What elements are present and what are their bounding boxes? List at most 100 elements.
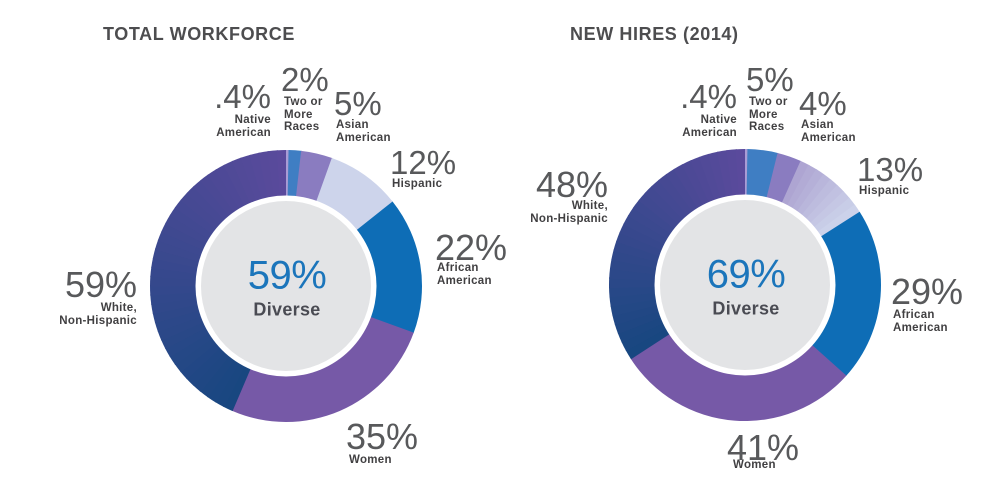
segment-white-non-hispanic	[644, 185, 684, 225]
segment-two-or-more-races	[746, 149, 779, 198]
segment-white-non-hispanic	[214, 362, 246, 408]
inner-circle	[660, 200, 830, 370]
segment-white-non-hispanic	[658, 173, 694, 216]
segment-hispanic	[781, 160, 810, 206]
label-hispanic: Hispanic	[392, 178, 443, 190]
segment-white-non-hispanic	[222, 365, 251, 412]
label-african-american-pct: 22%	[435, 227, 508, 268]
label-hispanic: Hispanic	[859, 185, 910, 197]
segment-white-non-hispanic	[258, 151, 275, 198]
segment-white-non-hispanic	[192, 351, 230, 392]
label-white-non-hispanic-pct: 59%	[64, 264, 137, 305]
segment-white-non-hispanic	[149, 285, 197, 296]
center-label: Diverse	[712, 298, 780, 319]
segment-white-non-hispanic	[632, 199, 676, 235]
segment-white-non-hispanic	[180, 342, 221, 380]
segment-white-non-hispanic	[223, 160, 251, 207]
label-african-american: African American	[437, 262, 492, 287]
segment-white-non-hispanic	[612, 304, 660, 326]
segment-asian-american	[296, 150, 333, 202]
segment-hispanic	[796, 173, 832, 216]
segment-white-non-hispanic	[619, 223, 665, 251]
label-women-pct: 41%	[727, 427, 800, 468]
label-native-american-pct: .4%	[214, 78, 271, 115]
chart-title-new-hires: NEW HIRES (2014)	[570, 24, 739, 44]
label-white-non-hispanic: White, Non-Hispanic	[530, 200, 608, 225]
segment-white-non-hispanic	[152, 248, 200, 268]
segment-white-non-hispanic	[735, 149, 745, 196]
inner-circle	[201, 201, 371, 371]
label-white-non-hispanic: White, Non-Hispanic	[59, 302, 137, 327]
segment-white-non-hispanic	[609, 258, 657, 275]
center-label: Diverse	[253, 299, 321, 320]
donut-center-total-workforce: 59% Diverse	[248, 256, 327, 321]
segment-white-non-hispanic	[665, 168, 699, 212]
segment-white-non-hispanic	[186, 185, 226, 225]
segment-white-non-hispanic	[207, 359, 240, 403]
segment-white-non-hispanic	[249, 152, 269, 200]
segment-hispanic	[805, 184, 845, 224]
label-women: Women	[733, 459, 776, 471]
segment-white-non-hispanic	[621, 322, 667, 352]
label-two-or-more-pct: 5%	[746, 61, 794, 98]
segment-white-non-hispanic	[215, 164, 246, 210]
segment-white-non-hispanic	[186, 347, 225, 386]
segment-white-non-hispanic	[160, 321, 207, 350]
segment-white-non-hispanic	[169, 332, 213, 365]
segment-white-non-hispanic	[625, 327, 670, 360]
segment-white-non-hispanic	[154, 239, 202, 262]
segment-hispanic	[810, 191, 851, 228]
segment-white-non-hispanic	[199, 355, 235, 398]
segment-white-non-hispanic	[614, 310, 662, 335]
donut-svg	[609, 149, 882, 422]
segment-white-non-hispanic	[154, 309, 202, 333]
segment-white-non-hispanic	[610, 298, 658, 317]
label-asian-american-pct: 4%	[799, 85, 847, 122]
segment-white-non-hispanic	[726, 149, 740, 196]
segment-white-non-hispanic	[157, 230, 204, 257]
segment-white-non-hispanic	[157, 315, 204, 341]
segment-white-non-hispanic	[169, 206, 213, 240]
segment-hispanic	[786, 164, 818, 209]
segment-white-non-hispanic	[174, 337, 217, 373]
segment-white-non-hispanic	[180, 192, 221, 230]
label-native-american-pct: .4%	[680, 78, 737, 115]
segment-white-non-hispanic	[616, 231, 663, 257]
segment-hispanic	[316, 157, 393, 231]
label-two-or-more: Two or More Races	[284, 96, 323, 133]
label-african-american: African American	[893, 309, 948, 334]
segment-white-non-hispanic	[638, 192, 680, 230]
segment-white-non-hispanic	[651, 179, 689, 220]
segment-white-non-hispanic	[690, 156, 716, 203]
segment-african-american	[356, 201, 422, 334]
segment-white-non-hispanic	[200, 174, 235, 217]
label-hispanic-pct: 13%	[857, 151, 924, 188]
segment-asian-american	[766, 152, 802, 204]
label-two-or-more: Two or More Races	[749, 96, 788, 133]
chart-title-total-workforce: TOTAL WORKFORCE	[103, 24, 295, 44]
segment-hispanic	[813, 197, 856, 233]
donut-chart-total-workforce	[136, 136, 436, 436]
label-native-american: Native American	[216, 114, 271, 139]
donut-svg	[149, 150, 422, 422]
segment-white-non-hispanic	[276, 150, 286, 197]
segment-white-non-hispanic	[609, 286, 656, 298]
donut-center-new-hires: 69% Diverse	[707, 255, 786, 320]
segment-white-non-hispanic	[716, 150, 734, 197]
label-white-non-hispanic-pct: 48%	[535, 164, 608, 205]
segment-white-non-hispanic	[609, 267, 656, 281]
center-value: 69%	[706, 252, 786, 297]
label-native-american: Native American	[682, 114, 737, 139]
segment-white-non-hispanic	[150, 266, 197, 281]
label-women-pct: 35%	[346, 416, 419, 457]
segment-two-or-more-races	[287, 150, 302, 197]
center-value: 59%	[247, 253, 327, 298]
label-women: Women	[349, 454, 392, 466]
label-hispanic-pct: 12%	[390, 144, 457, 181]
segment-hispanic	[792, 169, 825, 213]
segment-white-non-hispanic	[611, 249, 659, 269]
segment-white-non-hispanic	[165, 214, 210, 245]
segment-hispanic	[817, 204, 860, 237]
segment-white-non-hispanic	[161, 222, 207, 251]
